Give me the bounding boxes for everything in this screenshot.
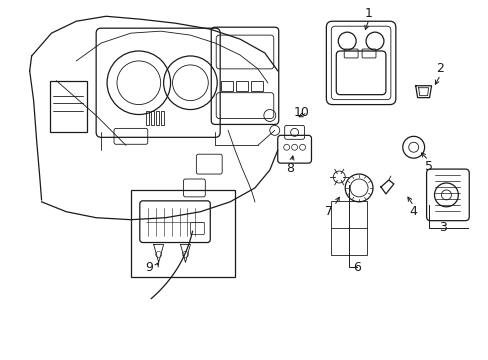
Bar (49, 81, 87, 132)
Text: 9: 9 (144, 261, 152, 274)
Text: 5: 5 (424, 159, 432, 172)
Bar (145, 111, 148, 125)
Text: 6: 6 (352, 261, 360, 274)
Bar (236, 81, 247, 91)
Text: 10: 10 (293, 106, 309, 119)
Bar (150, 111, 153, 125)
Bar (331, 201, 366, 255)
Bar (221, 81, 233, 91)
Bar (250, 81, 263, 91)
Text: 8: 8 (285, 162, 293, 175)
Text: 3: 3 (439, 221, 447, 234)
Text: 4: 4 (409, 205, 417, 218)
Bar (155, 111, 158, 125)
Bar (131, 190, 235, 277)
Text: 1: 1 (365, 7, 372, 20)
Text: 2: 2 (436, 62, 444, 75)
Text: 7: 7 (325, 205, 333, 218)
Bar (161, 111, 163, 125)
